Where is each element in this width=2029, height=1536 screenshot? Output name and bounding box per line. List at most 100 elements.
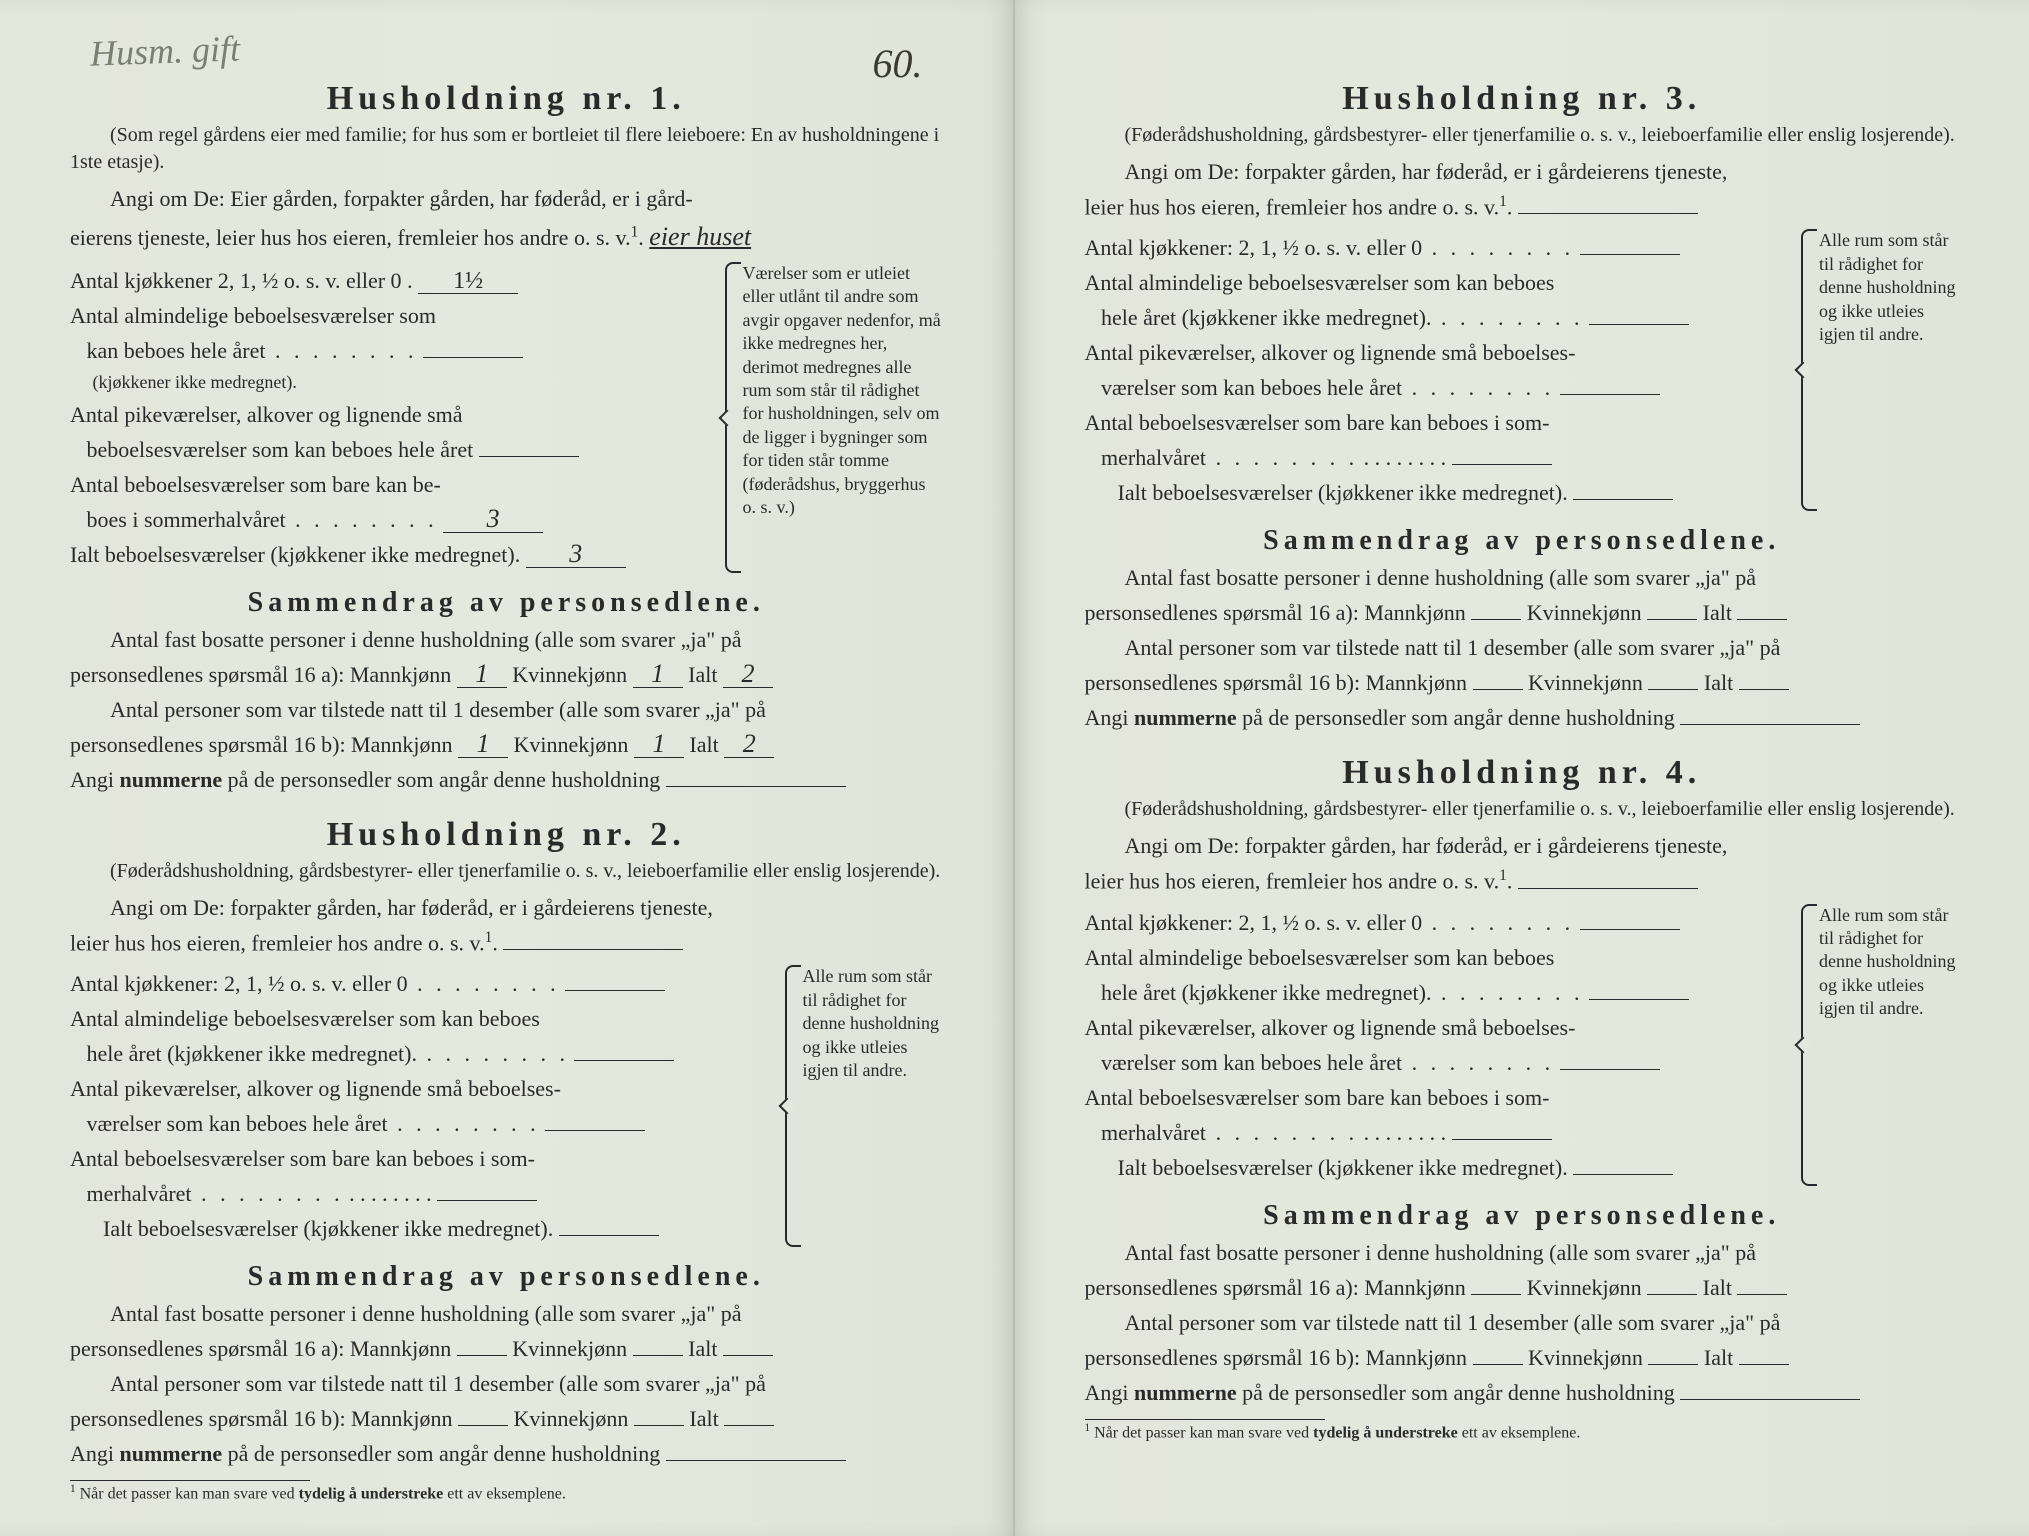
brace-icon [725,262,741,573]
kvinne-label: Kvinnekjønn [1528,1345,1643,1370]
h2-rooms1a: Antal almindelige beboelsesværelser som … [70,1002,767,1035]
h1-rooms1c: (kjøkkener ikke medregnet). [70,369,707,396]
footnote-ref: 1 [631,224,639,241]
h2-total-label: Ialt beboelsesværelser (kjøkkener ikke m… [103,1216,553,1241]
h4-rooms-block: Antal kjøkkener: 2, 1, ½ o. s. v. eller … [1085,904,1960,1186]
household-3-subtitle: (Føderådshusholdning, gårdsbestyrer- ell… [1085,122,1960,149]
h1-question-line-a: Angi om De: Eier gården, forpakter gårde… [70,182,943,215]
h3-kitchens-label: Antal kjøkkener: 2, 1, ½ o. s. v. eller … [1085,235,1423,260]
h1-rooms1b-row: kan beboes hele året [70,334,707,367]
footnote-ref: 1 [1499,193,1507,210]
h3-total-label: Ialt beboelsesværelser (kjøkkener ikke m… [1118,480,1568,505]
h3-rooms2a: Antal pikeværelser, alkover og lignende … [1085,336,1784,369]
h1-rooms2a: Antal pikeværelser, alkover og lignende … [70,398,707,431]
h4-rooms2b: værelser som kan beboes hele året [1101,1050,1402,1075]
h4-rooms2-value [1560,1069,1660,1070]
h3-female-b [1648,689,1698,690]
h3-total-row: Ialt beboelsesværelser (kjøkkener ikke m… [1085,476,1784,509]
h2-male-b [458,1425,508,1426]
kvinne-label: Kvinnekjønn [514,732,629,757]
h3-rooms-left: Antal kjøkkener: 2, 1, ½ o. s. v. eller … [1085,229,1784,511]
page-spread: Husm. gift 60. Husholdning nr. 1. (Som r… [0,0,2029,1536]
h3-side-note: Alle rum som står til rådighet for denne… [1801,229,1959,511]
h2-question-line-a: Angi om De: forpakter gården, har føderå… [70,891,943,924]
kvinne-label: Kvinnekjønn [1528,670,1643,695]
h3-kitchens-value [1580,254,1680,255]
h4-side-note: Alle rum som står til rådighet for denne… [1801,904,1959,1186]
footnote-ref: 1 [1499,867,1507,884]
h2-rooms2a: Antal pikeværelser, alkover og lignende … [70,1072,767,1105]
h4-female-b [1648,1364,1698,1365]
h4-female-a [1647,1294,1697,1295]
h2-answer-value [503,949,683,950]
dots [388,1111,540,1136]
dots [1422,235,1574,260]
h2-male-a [457,1355,507,1356]
h2-numbers-row: Angi nummerne på de personsedler som ang… [70,1437,943,1470]
ialt-label: Ialt [1703,600,1732,625]
h1-kitchens-row: Antal kjøkkener 2, 1, ½ o. s. v. eller 0… [70,264,707,297]
h3-rooms3a: Antal beboelsesværelser som bare kan beb… [1085,406,1784,439]
h3-rooms3-value [1452,464,1552,465]
h2-rooms2-value [545,1130,645,1131]
h1-question-line-b: eierens tjeneste, leier hus hos eieren, … [70,217,943,256]
h1-sum-line1b-row: personsedlenes spørsmål 16 a): Mannkjønn… [70,658,943,691]
h1-rooms-block: Antal kjøkkener 2, 1, ½ o. s. v. eller 0… [70,262,943,573]
numbers-bold: nummerne [1134,705,1237,730]
h3-rooms1b: hele året (kjøkkener ikke medregnet). [1101,305,1431,330]
h2-side-note: Alle rum som står til rådighet for denne… [785,965,943,1247]
dots [286,507,438,532]
h4-rooms3b-row: merhalvåret . . . . . . . . [1085,1116,1784,1149]
h3-note-text: Alle rum som står til rådighet for denne… [1819,230,1956,344]
footnote-pre: Når det passer kan man svare ved [1090,1424,1313,1441]
h3-numbers-value [1680,724,1860,725]
household-4-title: Husholdning nr. 4. [1085,754,1960,792]
h4-kitchens-row: Antal kjøkkener: 2, 1, ½ o. s. v. eller … [1085,906,1784,939]
h1-rooms1a: Antal almindelige beboelsesværelser som [70,299,707,332]
h3-sum-line1a: Antal fast bosatte personer i denne hush… [1085,561,1960,594]
h1-female-b: 1 [634,731,684,758]
numbers-pre: Angi [1085,1380,1135,1405]
h3-male-b [1473,689,1523,690]
numbers-bold: nummerne [120,1441,223,1466]
h3-numbers-row: Angi nummerne på de personsedler som ang… [1085,701,1960,734]
h4-rooms2b-row: værelser som kan beboes hele året [1085,1046,1784,1079]
ialt-label: Ialt [1703,1275,1732,1300]
h2-rooms3b: merhalvåret [87,1181,192,1206]
h1-rooms1-value [423,357,523,358]
brace-icon [1801,229,1817,511]
ialt-label: Ialt [688,662,717,687]
h4-rooms3a: Antal beboelsesværelser som bare kan beb… [1085,1081,1784,1114]
h2-sum-line1b: personsedlenes spørsmål 16 a): Mannkjønn [70,1336,451,1361]
h2-rooms-left: Antal kjøkkener: 2, 1, ½ o. s. v. eller … [70,965,767,1247]
numbers-bold: nummerne [1134,1380,1237,1405]
h3-question-text-b: leier hus hos eieren, fremleier hos andr… [1085,194,1500,219]
h4-male-b [1473,1364,1523,1365]
h4-note-text: Alle rum som står til rådighet for denne… [1819,905,1956,1019]
h3-answer-value [1518,213,1698,214]
h1-rooms3-value: 3 [443,506,543,533]
h1-rooms1b: kan beboes hele året [87,338,266,363]
h1-numbers-value [666,786,846,787]
numbers-post: på de personsedler som angår denne husho… [222,1441,660,1466]
h3-summary-title: Sammendrag av personsedlene. [1085,525,1960,557]
h2-note-text: Alle rum som står til rådighet for denne… [803,966,940,1080]
footnote-post: ett av eksemplene. [443,1486,566,1503]
h2-sum-line2b: personsedlenes spørsmål 16 b): Mannkjønn [70,1406,453,1431]
ialt-label: Ialt [1704,670,1733,695]
h4-rooms1b-row: hele året (kjøkkener ikke medregnet). [1085,976,1784,1009]
household-4-subtitle: (Føderådshusholdning, gårdsbestyrer- ell… [1085,796,1960,823]
numbers-post: på de personsedler som angår denne husho… [1237,1380,1675,1405]
h4-sum-line1b: personsedlenes spørsmål 16 a): Mannkjønn [1085,1275,1466,1300]
h2-sum-line2a: Antal personer som var tilstede natt til… [70,1367,943,1400]
h4-summary-title: Sammendrag av personsedlene. [1085,1200,1960,1232]
h3-kitchens-row: Antal kjøkkener: 2, 1, ½ o. s. v. eller … [1085,231,1784,264]
h2-rooms1b-row: hele året (kjøkkener ikke medregnet). [70,1037,767,1070]
kvinne-label: Kvinnekjønn [512,662,627,687]
h4-rooms3b: merhalvåret [1101,1120,1206,1145]
h1-total-row: Ialt beboelsesværelser (kjøkkener ikke m… [70,538,707,571]
h4-total-a [1737,1294,1787,1295]
numbers-post: på de personsedler som angår denne husho… [1237,705,1675,730]
dots [1431,305,1583,330]
ialt-label: Ialt [688,1336,717,1361]
